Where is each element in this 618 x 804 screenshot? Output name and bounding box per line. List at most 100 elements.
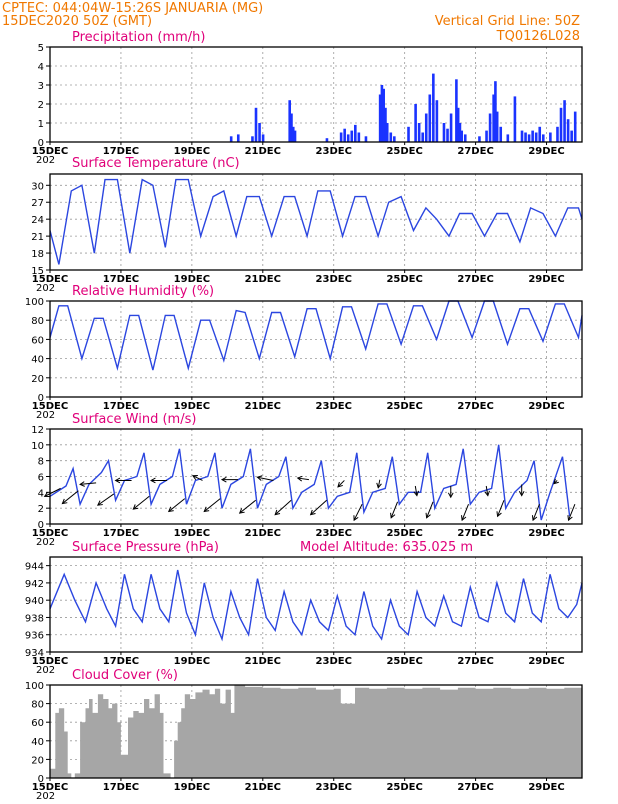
wind-vector xyxy=(461,504,469,522)
wind-vector xyxy=(296,475,309,482)
precip-ytick-label: 5 xyxy=(38,43,44,54)
pressure-xtick-label: 27DEC xyxy=(457,656,493,667)
wind-series-line xyxy=(49,444,571,521)
precip-ytick-label: 4 xyxy=(38,62,44,73)
temp-xtick-label: 19DEC xyxy=(174,274,210,285)
pressure-xtick-label: 15DEC xyxy=(32,656,68,667)
precip-bar xyxy=(458,123,462,142)
wind-vector xyxy=(531,504,540,522)
precip-bar xyxy=(288,100,291,142)
wind-vector xyxy=(518,484,525,497)
precip-bar xyxy=(424,113,428,142)
precip-bar xyxy=(485,130,488,142)
precip-ytick-label: 0 xyxy=(38,138,44,149)
precip-bar xyxy=(293,130,297,142)
precip-bar xyxy=(541,134,545,142)
temp-xtick-label: 17DEC xyxy=(103,274,139,285)
temp-ytick-label: 15 xyxy=(31,266,44,277)
rh-xtick-label: 29DEC xyxy=(528,401,564,412)
rh-ytick-label: 40 xyxy=(31,355,44,366)
cloud-ytick-label: 20 xyxy=(31,755,44,766)
wind-vector xyxy=(447,486,454,499)
precip-bar xyxy=(456,107,460,142)
temp-xtick-label: 27DEC xyxy=(457,274,493,285)
precip-xtick-label: 19DEC xyxy=(174,146,210,157)
pressure-ytick-label: 944 xyxy=(25,562,44,573)
header-model: TQ0126L028 xyxy=(496,29,580,44)
pressure-ytick-label: 940 xyxy=(25,596,44,607)
precip-bar xyxy=(421,132,424,142)
cloud-ytick-label: 40 xyxy=(31,737,44,748)
precip-bar xyxy=(290,113,293,142)
title-humidity: Relative Humidity (%) xyxy=(72,284,214,299)
precip-bar xyxy=(417,123,421,142)
cloud-ytick-label: 60 xyxy=(31,718,44,729)
cloud-xtick-label: 19DEC xyxy=(174,782,210,793)
precip-bar xyxy=(495,111,499,142)
precip-bar xyxy=(531,130,534,142)
cloud-xtick-label: 29DEC xyxy=(528,782,564,793)
precip-bar xyxy=(343,128,346,142)
precip-bar xyxy=(506,134,510,142)
wind-vector xyxy=(256,475,274,481)
cloud-xtick-label: 25DEC xyxy=(386,782,422,793)
precip-bar xyxy=(520,130,524,142)
temp-ytick-label: 24 xyxy=(31,215,44,226)
precip-bar xyxy=(566,119,570,142)
temp-ytick-label: 18 xyxy=(31,249,44,260)
wind-year-label: 202 xyxy=(36,537,55,548)
wind-ytick-label: 8 xyxy=(38,457,44,468)
wind-xtick-label: 27DEC xyxy=(457,528,493,539)
rh-xtick-label: 19DEC xyxy=(174,401,210,412)
cloud-ytick-label: 100 xyxy=(25,681,44,692)
wind-xtick-label: 21DEC xyxy=(245,528,281,539)
cloud-xtick-label: 27DEC xyxy=(457,782,493,793)
header-station: CPTEC: 044:04W-15:26S JANUARIA (MG) xyxy=(2,1,263,16)
precip-bar xyxy=(414,104,417,142)
wind-vector xyxy=(167,498,186,513)
precip-bar xyxy=(364,136,368,142)
temp-xtick-label: 29DEC xyxy=(528,274,564,285)
wind-vector xyxy=(413,485,420,497)
wind-xtick-label: 29DEC xyxy=(528,528,564,539)
wind-vector xyxy=(553,478,559,485)
pressure-ytick-label: 938 xyxy=(25,613,44,624)
pressure-xtick-label: 29DEC xyxy=(528,656,564,667)
rh-xtick-label: 15DEC xyxy=(32,401,68,412)
pressure-xtick-label: 23DEC xyxy=(316,656,352,667)
wind-xtick-label: 17DEC xyxy=(103,528,139,539)
wind-ytick-label: 6 xyxy=(38,473,44,484)
wind-vector xyxy=(425,501,434,519)
header-date: 15DEC2020 50Z (GMT) xyxy=(2,14,152,29)
wind-vector xyxy=(220,476,238,483)
precip-bar xyxy=(492,94,495,142)
precip-bar xyxy=(393,136,396,142)
wind-vector xyxy=(132,495,150,510)
cloud-xtick-label: 15DEC xyxy=(32,782,68,793)
precip-bar xyxy=(382,88,385,142)
temp-xtick-label: 25DEC xyxy=(386,274,422,285)
wind-vector xyxy=(43,487,61,498)
precip-bar xyxy=(254,107,258,142)
cloud-xtick-label: 21DEC xyxy=(245,782,281,793)
wind-vector xyxy=(337,480,345,488)
precip-xtick-label: 15DEC xyxy=(32,146,68,157)
precip-bar xyxy=(251,136,254,142)
wind-xtick-label: 23DEC xyxy=(316,528,352,539)
precip-bar xyxy=(534,132,538,142)
pressure-ytick-label: 936 xyxy=(25,631,44,642)
wind-vector xyxy=(309,499,327,516)
precip-bar xyxy=(559,107,563,142)
wind-ytick-label: 10 xyxy=(31,441,44,452)
rh-ytick-label: 60 xyxy=(31,335,44,346)
wind-vector xyxy=(353,503,363,522)
cloud-ytick-label: 0 xyxy=(38,774,44,785)
precip-bar xyxy=(435,100,439,142)
precip-bar xyxy=(407,126,410,142)
precip-xtick-label: 17DEC xyxy=(103,146,139,157)
precip-bar xyxy=(350,130,354,142)
precip-ytick-label: 1 xyxy=(38,119,44,130)
precip-bar xyxy=(488,113,492,142)
wind-ytick-label: 4 xyxy=(38,488,44,499)
rh-ytick-label: 100 xyxy=(25,297,44,308)
